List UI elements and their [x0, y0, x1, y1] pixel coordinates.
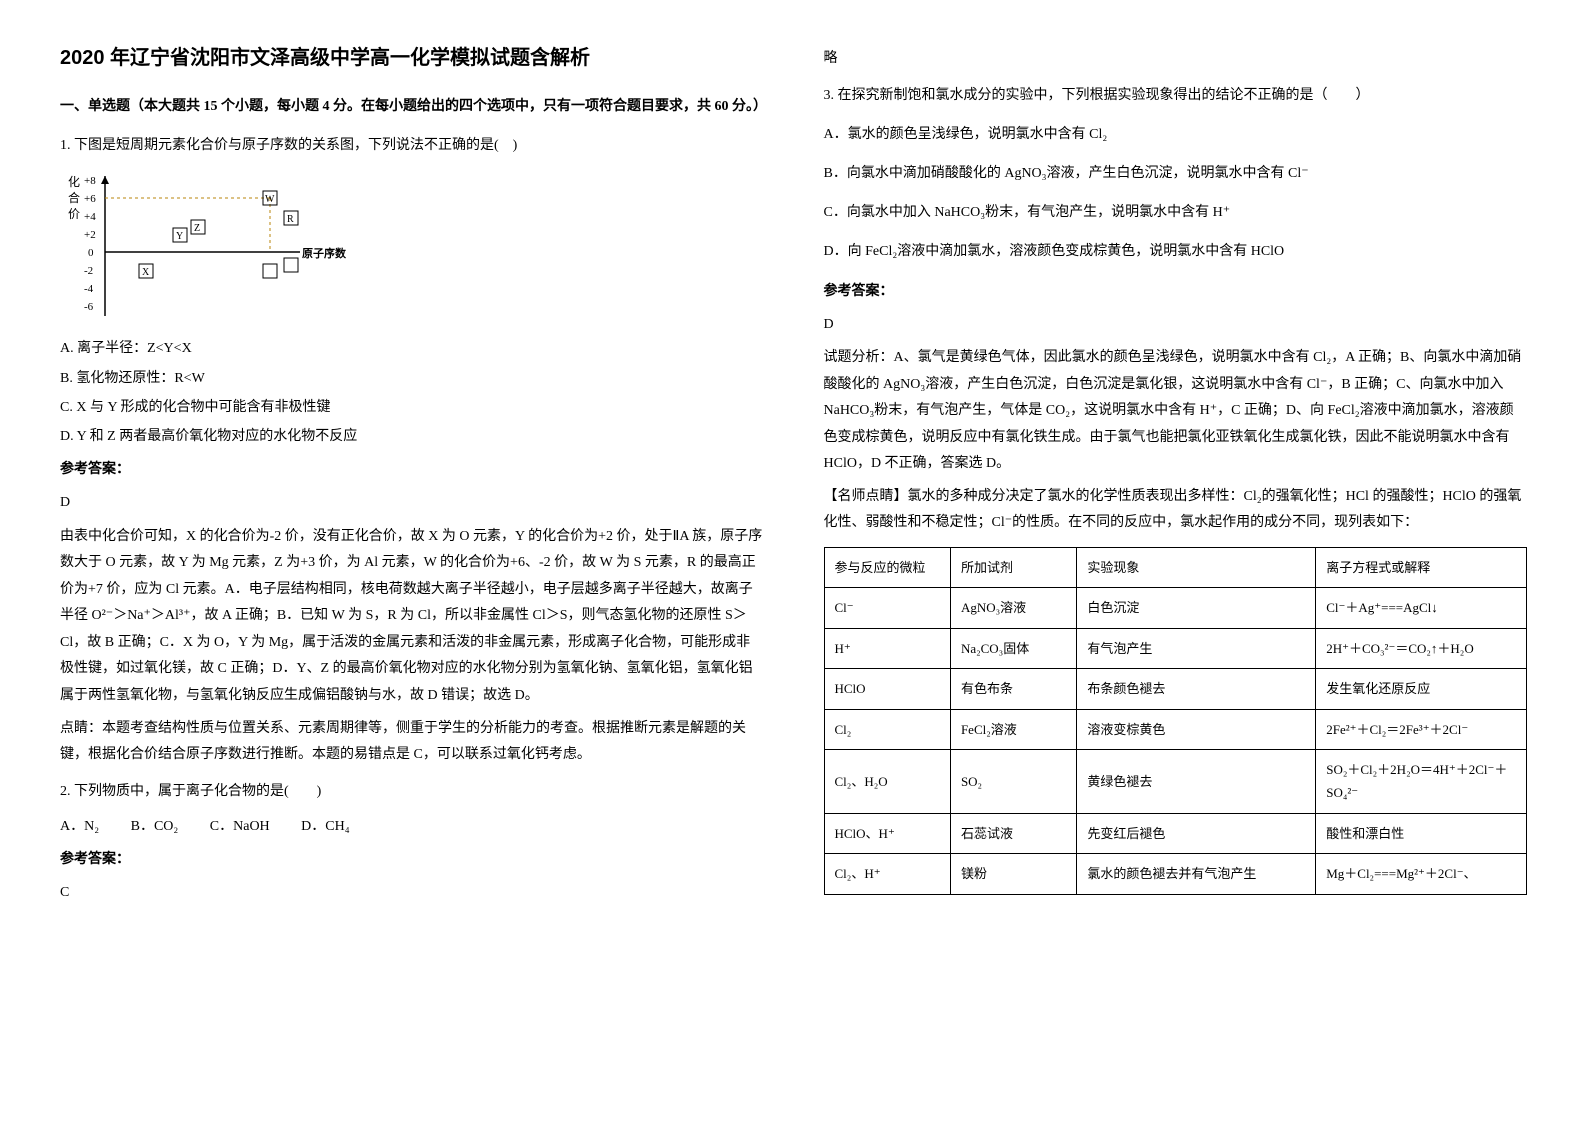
svg-text:-4: -4 [84, 283, 94, 295]
table-row: Cl₂、H₂O SO₂ 黄绿色褪去 SO₂＋Cl₂＋2H₂O＝4H⁺＋2Cl⁻＋… [824, 750, 1527, 814]
q3-explain1: 试题分析：A、氯气是黄绿色气体，因此氯水的颜色呈浅绿色，说明氯水中含有 Cl₂，… [824, 345, 1528, 478]
svg-text:X: X [142, 267, 150, 278]
right-column: 略 3. 在探究新制饱和氯水成分的实验中，下列根据实验现象得出的结论不正确的是（… [824, 40, 1528, 914]
th-3: 离子方程式或解释 [1316, 548, 1527, 588]
q1-tip: 点睛：本题考查结构性质与位置关系、元素周期律等，侧重于学生的分析能力的考查。根据… [60, 716, 764, 769]
q2-options: A．N₂ B．CO₂ C．NaOH D．CH₄ [60, 814, 764, 839]
q1-chart: 化 合 价 +8 +6 +4 +2 0 -2 -4 -6 X Y [60, 168, 360, 328]
svg-text:+2: +2 [84, 229, 96, 241]
q3-ans-label: 参考答案： [824, 279, 1528, 304]
q2-optB: B．CO₂ [131, 819, 179, 834]
table-row: Cl⁻ AgNO₃溶液 白色沉淀 Cl⁻＋Ag⁺===AgCl↓ [824, 588, 1527, 628]
th-2: 实验现象 [1077, 548, 1316, 588]
svg-text:合: 合 [68, 190, 80, 205]
th-1: 所加试剂 [950, 548, 1076, 588]
svg-text:-2: -2 [84, 265, 93, 277]
q3-explain2: 【名师点睛】氯水的多种成分决定了氯水的化学性质表现出多样性：Cl₂的强氧化性；H… [824, 484, 1528, 537]
th-0: 参与反应的微粒 [824, 548, 950, 588]
svg-text:Z: Z [194, 223, 200, 234]
q1-optA: A. 离子半径：Z<Y<X [60, 336, 764, 361]
q2-stem: 2. 下列物质中，属于离子化合物的是( ) [60, 779, 764, 804]
q3-table: 参与反应的微粒 所加试剂 实验现象 离子方程式或解释 Cl⁻ AgNO₃溶液 白… [824, 547, 1528, 895]
svg-text:0: 0 [88, 247, 94, 259]
q2-optC: C．NaOH [210, 819, 270, 834]
table-row: Cl₂、H⁺ 镁粉 氯水的颜色褪去并有气泡产生 Mg＋Cl₂===Mg²⁺＋2C… [824, 854, 1527, 894]
q2-ans: C [60, 880, 764, 905]
q1-optB: B. 氢化物还原性：R<W [60, 366, 764, 391]
q3-optC: C．向氯水中加入 NaHCO₃粉末，有气泡产生，说明氯水中含有 H⁺ [824, 200, 1528, 225]
svg-text:R: R [287, 214, 294, 225]
q3-optA: A．氯水的颜色呈浅绿色，说明氯水中含有 Cl₂ [824, 122, 1528, 147]
q1-ans-label: 参考答案： [60, 457, 764, 482]
svg-text:价: 价 [68, 207, 80, 221]
q2-explain: 略 [824, 46, 1528, 73]
table-row: H⁺ Na₂CO₃固体 有气泡产生 2H⁺＋CO₃²⁻＝CO₂↑＋H₂O [824, 628, 1527, 668]
q1-optD: D. Y 和 Z 两者最高价氧化物对应的水化物不反应 [60, 424, 764, 449]
svg-text:原子序数: 原子序数 [302, 246, 347, 260]
table-header-row: 参与反应的微粒 所加试剂 实验现象 离子方程式或解释 [824, 548, 1527, 588]
table-row: HClO、H⁺ 石蕊试液 先变红后褪色 酸性和漂白性 [824, 813, 1527, 853]
svg-text:Y: Y [176, 231, 183, 242]
q1-optC: C. X 与 Y 形成的化合物中可能含有非极性键 [60, 395, 764, 420]
svg-text:W: W [265, 194, 275, 205]
q1-explain: 由表中化合价可知，X 的化合价为-2 价，没有正化合价，故 X 为 O 元素，Y… [60, 524, 764, 710]
svg-text:化: 化 [68, 175, 80, 189]
q3-stem: 3. 在探究新制饱和氯水成分的实验中，下列根据实验现象得出的结论不正确的是（ ） [824, 83, 1528, 108]
svg-text:+8: +8 [84, 175, 96, 187]
table-row: Cl₂ FeCl₂溶液 溶液变棕黄色 2Fe²⁺＋Cl₂＝2Fe³⁺＋2Cl⁻ [824, 709, 1527, 749]
q1-ans: D [60, 490, 764, 515]
q3-optB: B．向氯水中滴加硝酸酸化的 AgNO₃溶液，产生白色沉淀，说明氯水中含有 Cl⁻ [824, 161, 1528, 186]
q1-stem: 1. 下图是短周期元素化合价与原子序数的关系图，下列说法不正确的是( ) [60, 133, 764, 158]
page-title: 2020 年辽宁省沈阳市文泽高级中学高一化学模拟试题含解析 [60, 40, 764, 76]
q3-ans: D [824, 312, 1528, 337]
q3-optD: D．向 FeCl₂溶液中滴加氯水，溶液颜色变成棕黄色，说明氯水中含有 HClO [824, 239, 1528, 264]
svg-text:+6: +6 [84, 193, 96, 205]
svg-text:-6: -6 [84, 301, 94, 313]
svg-text:+4: +4 [84, 211, 96, 223]
table-row: HClO 有色布条 布条颜色褪去 发生氧化还原反应 [824, 669, 1527, 709]
q2-ans-label: 参考答案： [60, 847, 764, 872]
q2-optA: A．N₂ [60, 819, 99, 834]
left-column: 2020 年辽宁省沈阳市文泽高级中学高一化学模拟试题含解析 一、单选题（本大题共… [60, 40, 764, 914]
section-header: 一、单选题（本大题共 15 个小题，每小题 4 分。在每小题给出的四个选项中，只… [60, 94, 764, 119]
q2-optD: D．CH₄ [301, 819, 349, 834]
